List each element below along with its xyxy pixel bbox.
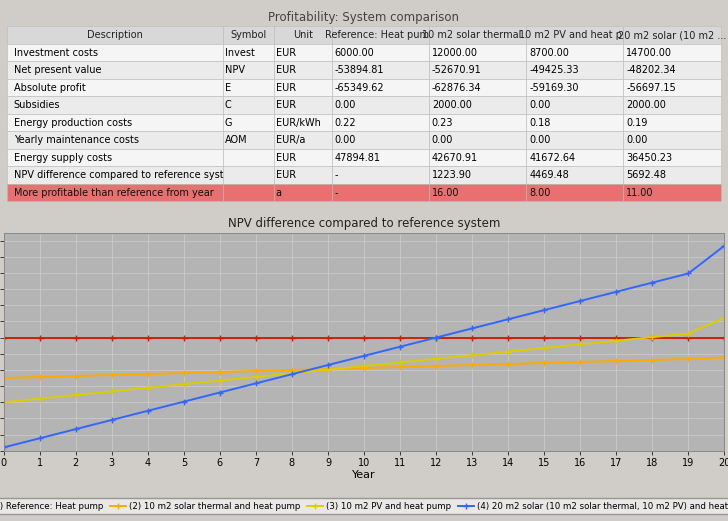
(2) 10 m2 solar thermal and heat pump — [108, 372, 116, 378]
(4) 20 m2 solar (10 m2 solar thermal, 10 m2 PV) and heat pump — [252, 380, 261, 387]
(2) 10 m2 solar thermal and heat pump — [720, 354, 728, 361]
(4) 20 m2 solar (10 m2 solar thermal, 10 m2 PV) and heat pump — [71, 426, 80, 432]
(1) Reference: Heat pump: (15, 0): Heat pump: (15, 0) — [539, 334, 549, 341]
(2) 10 m2 solar thermal and heat pump — [323, 366, 332, 372]
(2) 10 m2 solar thermal and heat pump — [360, 365, 368, 371]
(4) 20 m2 solar (10 m2 solar thermal, 10 m2 PV) and heat pump — [612, 289, 621, 295]
(4) 20 m2 solar (10 m2 solar thermal, 10 m2 PV) and heat pump — [539, 307, 549, 313]
(1) Reference: Heat pump: (3, 0): Heat pump: (3, 0) — [108, 334, 116, 341]
(3) 10 m2 PV and heat pump — [648, 334, 657, 340]
(3) 10 m2 PV and heat pump — [684, 330, 693, 337]
(3) 10 m2 PV and heat pump — [215, 377, 224, 383]
Line: (4) 20 m2 solar (10 m2 solar thermal, 10 m2 PV) and heat pump: (4) 20 m2 solar (10 m2 solar thermal, 10… — [1, 243, 727, 451]
(1) Reference: Heat pump: (1, 0): Heat pump: (1, 0) — [36, 334, 44, 341]
(1) Reference: Heat pump: (20, 0): Heat pump: (20, 0) — [720, 334, 728, 341]
(1) Reference: Heat pump: (11, 0): Heat pump: (11, 0) — [396, 334, 405, 341]
(2) 10 m2 solar thermal and heat pump — [71, 373, 80, 379]
(1) Reference: Heat pump: (8, 0): Heat pump: (8, 0) — [288, 334, 296, 341]
(4) 20 m2 solar (10 m2 solar thermal, 10 m2 PV) and heat pump — [720, 243, 728, 249]
(2) 10 m2 solar thermal and heat pump — [252, 368, 261, 374]
(1) Reference: Heat pump: (6, 0): Heat pump: (6, 0) — [215, 334, 224, 341]
(2) 10 m2 solar thermal and heat pump — [539, 360, 549, 366]
(1) Reference: Heat pump: (14, 0): Heat pump: (14, 0) — [504, 334, 513, 341]
(3) 10 m2 PV and heat pump — [323, 367, 332, 373]
(1) Reference: Heat pump: (19, 0): Heat pump: (19, 0) — [684, 334, 693, 341]
(3) 10 m2 PV and heat pump — [468, 352, 477, 358]
(2) 10 m2 solar thermal and heat pump — [648, 357, 657, 363]
(3) 10 m2 PV and heat pump — [432, 356, 440, 362]
(2) 10 m2 solar thermal and heat pump — [396, 364, 405, 370]
(3) 10 m2 PV and heat pump — [504, 349, 513, 355]
(1) Reference: Heat pump: (17, 0): Heat pump: (17, 0) — [612, 334, 621, 341]
(2) 10 m2 solar thermal and heat pump — [504, 361, 513, 367]
(4) 20 m2 solar (10 m2 solar thermal, 10 m2 PV) and heat pump — [432, 334, 440, 341]
(3) 10 m2 PV and heat pump — [360, 363, 368, 369]
(3) 10 m2 PV and heat pump — [143, 384, 152, 391]
(2) 10 m2 solar thermal and heat pump — [684, 356, 693, 362]
(2) 10 m2 solar thermal and heat pump — [468, 362, 477, 368]
(2) 10 m2 solar thermal and heat pump — [36, 374, 44, 380]
Text: Profitability: System comparison: Profitability: System comparison — [269, 11, 459, 24]
(3) 10 m2 PV and heat pump — [396, 359, 405, 366]
(1) Reference: Heat pump: (18, 0): Heat pump: (18, 0) — [648, 334, 657, 341]
(4) 20 m2 solar (10 m2 solar thermal, 10 m2 PV) and heat pump — [0, 444, 8, 451]
(4) 20 m2 solar (10 m2 solar thermal, 10 m2 PV) and heat pump — [179, 399, 188, 405]
(4) 20 m2 solar (10 m2 solar thermal, 10 m2 PV) and heat pump — [36, 435, 44, 441]
(4) 20 m2 solar (10 m2 solar thermal, 10 m2 PV) and heat pump — [648, 280, 657, 286]
(2) 10 m2 solar thermal and heat pump — [179, 370, 188, 376]
Line: (3) 10 m2 PV and heat pump: (3) 10 m2 PV and heat pump — [1, 315, 727, 405]
(2) 10 m2 solar thermal and heat pump — [576, 359, 585, 365]
(1) Reference: Heat pump: (9, 0): Heat pump: (9, 0) — [323, 334, 332, 341]
(4) 20 m2 solar (10 m2 solar thermal, 10 m2 PV) and heat pump — [468, 325, 477, 331]
(1) Reference: Heat pump: (0, 0): Heat pump: (0, 0) — [0, 334, 8, 341]
Line: (2) 10 m2 solar thermal and heat pump: (2) 10 m2 solar thermal and heat pump — [1, 354, 727, 381]
(4) 20 m2 solar (10 m2 solar thermal, 10 m2 PV) and heat pump — [288, 371, 296, 377]
Title: NPV difference compared to reference system: NPV difference compared to reference sys… — [228, 217, 500, 230]
(3) 10 m2 PV and heat pump — [0, 399, 8, 405]
(3) 10 m2 PV and heat pump — [108, 388, 116, 394]
(1) Reference: Heat pump: (4, 0): Heat pump: (4, 0) — [143, 334, 152, 341]
(2) 10 m2 solar thermal and heat pump — [215, 369, 224, 375]
(3) 10 m2 PV and heat pump — [288, 370, 296, 376]
(4) 20 m2 solar (10 m2 solar thermal, 10 m2 PV) and heat pump — [576, 298, 585, 304]
(4) 20 m2 solar (10 m2 solar thermal, 10 m2 PV) and heat pump — [504, 316, 513, 322]
(2) 10 m2 solar thermal and heat pump — [288, 367, 296, 373]
(1) Reference: Heat pump: (12, 0): Heat pump: (12, 0) — [432, 334, 440, 341]
(1) Reference: Heat pump: (7, 0): Heat pump: (7, 0) — [252, 334, 261, 341]
Line: (1) Reference: Heat pump: (1) Reference: Heat pump — [1, 334, 727, 341]
X-axis label: Year: Year — [352, 470, 376, 480]
(4) 20 m2 solar (10 m2 solar thermal, 10 m2 PV) and heat pump — [143, 408, 152, 414]
(1) Reference: Heat pump: (13, 0): Heat pump: (13, 0) — [468, 334, 477, 341]
(2) 10 m2 solar thermal and heat pump — [432, 363, 440, 369]
(4) 20 m2 solar (10 m2 solar thermal, 10 m2 PV) and heat pump — [360, 353, 368, 359]
(1) Reference: Heat pump: (2, 0): Heat pump: (2, 0) — [71, 334, 80, 341]
(3) 10 m2 PV and heat pump — [576, 341, 585, 348]
(1) Reference: Heat pump: (16, 0): Heat pump: (16, 0) — [576, 334, 585, 341]
(3) 10 m2 PV and heat pump — [252, 374, 261, 380]
(3) 10 m2 PV and heat pump — [539, 345, 549, 351]
(2) 10 m2 solar thermal and heat pump — [0, 375, 8, 381]
(2) 10 m2 solar thermal and heat pump — [612, 358, 621, 364]
(4) 20 m2 solar (10 m2 solar thermal, 10 m2 PV) and heat pump — [396, 344, 405, 350]
(3) 10 m2 PV and heat pump — [720, 315, 728, 321]
Legend: (1) Reference: Heat pump, (2) 10 m2 solar thermal and heat pump, (3) 10 m2 PV an: (1) Reference: Heat pump, (2) 10 m2 sola… — [0, 498, 728, 514]
(3) 10 m2 PV and heat pump — [612, 338, 621, 344]
(2) 10 m2 solar thermal and heat pump — [143, 371, 152, 377]
(4) 20 m2 solar (10 m2 solar thermal, 10 m2 PV) and heat pump — [215, 389, 224, 395]
(4) 20 m2 solar (10 m2 solar thermal, 10 m2 PV) and heat pump — [108, 417, 116, 423]
(1) Reference: Heat pump: (5, 0): Heat pump: (5, 0) — [179, 334, 188, 341]
(3) 10 m2 PV and heat pump — [36, 395, 44, 402]
(4) 20 m2 solar (10 m2 solar thermal, 10 m2 PV) and heat pump — [684, 270, 693, 277]
(3) 10 m2 PV and heat pump — [71, 392, 80, 398]
(4) 20 m2 solar (10 m2 solar thermal, 10 m2 PV) and heat pump — [323, 362, 332, 368]
(1) Reference: Heat pump: (10, 0): Heat pump: (10, 0) — [360, 334, 368, 341]
(3) 10 m2 PV and heat pump — [179, 381, 188, 387]
